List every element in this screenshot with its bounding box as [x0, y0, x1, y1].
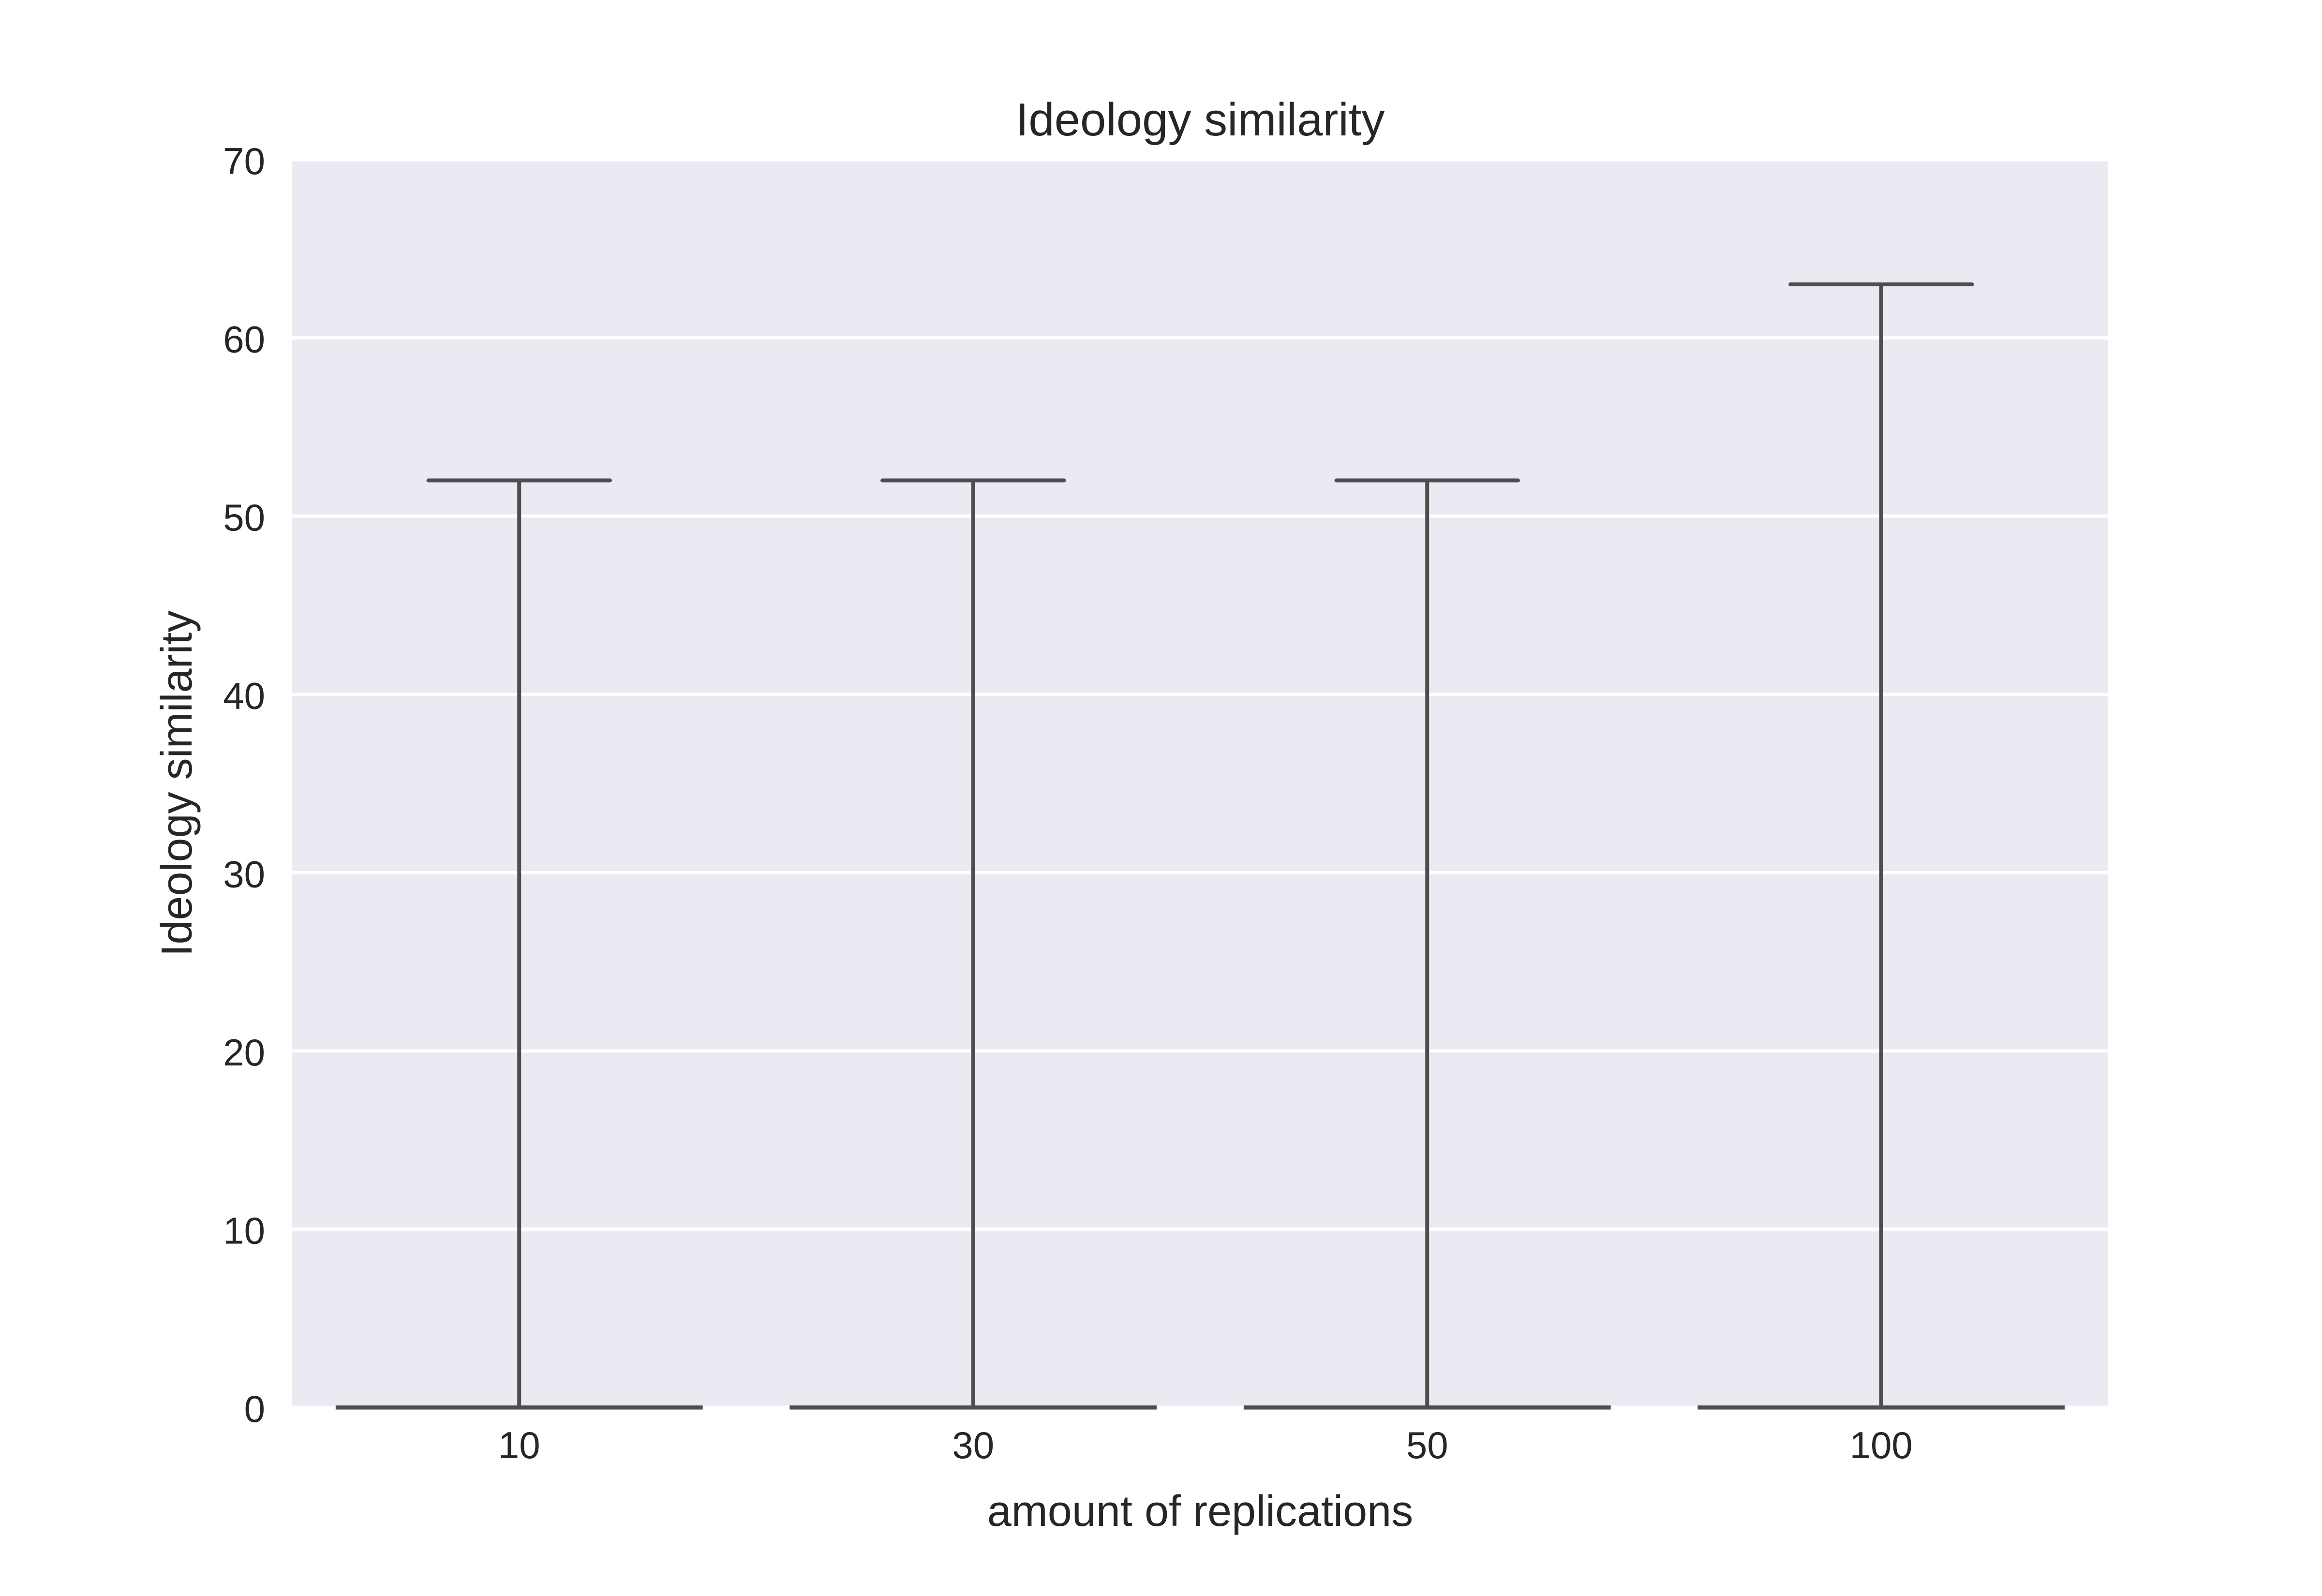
x-axis-label: amount of replications: [987, 1487, 1414, 1536]
chart-title: Ideology similarity: [1016, 94, 1385, 146]
y-tick-label: 20: [223, 1031, 265, 1074]
y-tick-label: 30: [223, 853, 265, 895]
box-30: [789, 478, 1157, 1410]
grid-lines: [292, 158, 2108, 1409]
x-tick-label: 100: [1850, 1424, 1913, 1466]
y-tick-label: 0: [244, 1388, 265, 1430]
y-tick-label: 50: [223, 496, 265, 539]
box-100: [1697, 282, 2065, 1410]
y-axis-ticks: 0 10 20 30 40 50 60 70: [223, 140, 265, 1430]
y-axis-label: Ideology similarity: [153, 610, 201, 956]
y-tick-label: 40: [223, 675, 265, 717]
box-50: [1243, 478, 1611, 1410]
x-tick-label: 10: [498, 1424, 540, 1466]
y-tick-label: 10: [223, 1209, 265, 1252]
plot-area: [292, 160, 2108, 1407]
x-tick-label: 50: [1406, 1424, 1448, 1466]
y-tick-label: 60: [223, 318, 265, 361]
x-axis-ticks: 10 30 50 100: [498, 1424, 1913, 1466]
box-10: [335, 478, 703, 1410]
boxes: [335, 282, 2065, 1410]
y-tick-label: 70: [223, 140, 265, 182]
x-tick-label: 30: [952, 1424, 994, 1466]
